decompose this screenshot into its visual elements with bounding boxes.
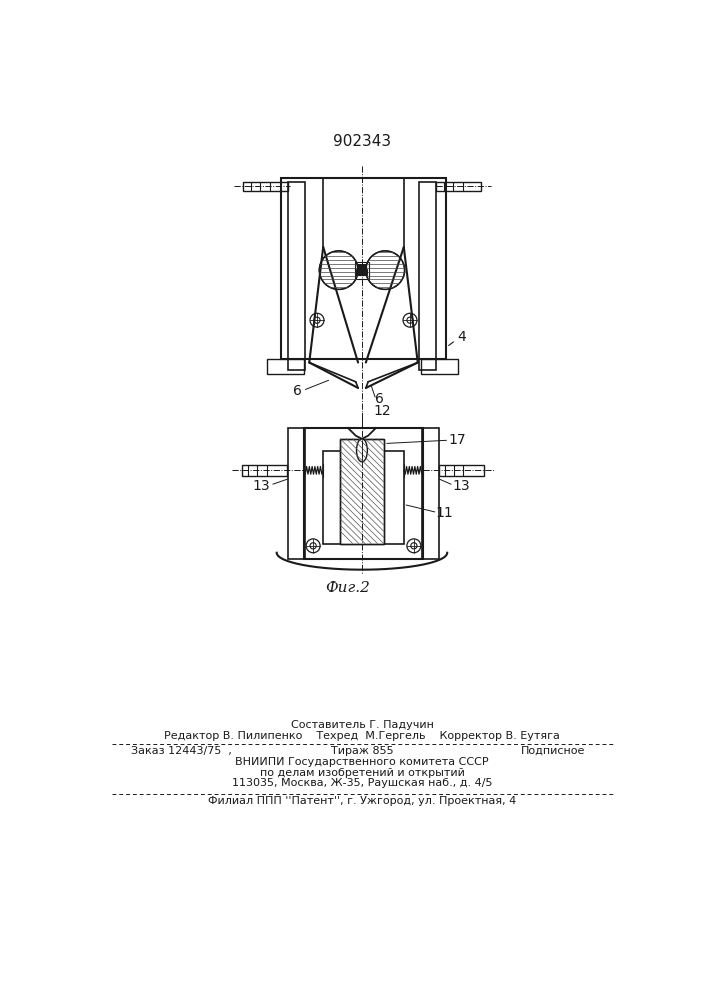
Bar: [243, 182, 288, 191]
Text: 6: 6: [375, 392, 384, 406]
Text: 11: 11: [436, 506, 453, 520]
Text: Филиал ППП ''Патент'', г. Ужгород, ул. Проектная, 4: Филиал ППП ''Патент'', г. Ужгород, ул. П…: [208, 796, 516, 806]
Bar: [421, 428, 438, 559]
Text: по делам изобретений и открытий: по делам изобретений и открытий: [259, 768, 464, 778]
Circle shape: [366, 251, 404, 289]
Text: 17: 17: [448, 433, 466, 447]
Bar: [267, 359, 304, 374]
Circle shape: [320, 251, 358, 289]
Bar: [304, 428, 423, 559]
Bar: [421, 359, 458, 374]
Bar: [438, 465, 484, 476]
Bar: [419, 182, 436, 370]
Text: 902343: 902343: [333, 134, 391, 149]
Bar: [436, 182, 481, 191]
Bar: [323, 451, 404, 544]
Text: 12: 12: [373, 404, 391, 418]
Text: Тираж 855: Тираж 855: [331, 746, 393, 756]
Text: Составитель Г. Падучин: Составитель Г. Падучин: [291, 720, 433, 730]
Text: Фиг.2: Фиг.2: [325, 581, 370, 595]
Text: 4: 4: [457, 330, 466, 344]
Bar: [288, 182, 305, 370]
Bar: [242, 465, 287, 476]
Bar: [340, 439, 384, 544]
Text: 6: 6: [293, 384, 301, 398]
Text: Заказ 12443/75  ,: Заказ 12443/75 ,: [131, 746, 232, 756]
Text: ВНИИПИ Государственного комитета СССР: ВНИИПИ Государственного комитета СССР: [235, 757, 489, 767]
Bar: [340, 439, 384, 544]
Text: 13: 13: [253, 479, 271, 493]
Bar: [355, 262, 369, 279]
Text: Подписное: Подписное: [521, 746, 585, 756]
Bar: [281, 178, 446, 359]
Bar: [288, 428, 305, 559]
Ellipse shape: [356, 439, 368, 462]
Text: Редактор В. Пилипенко    Техред  М.Гергель    Корректор В. Еутяга: Редактор В. Пилипенко Техред М.Гергель К…: [164, 731, 560, 741]
Text: 13: 13: [452, 479, 470, 493]
Text: 113035, Москва, Ж-35, Раушская наб., д. 4/5: 113035, Москва, Ж-35, Раушская наб., д. …: [232, 778, 492, 788]
